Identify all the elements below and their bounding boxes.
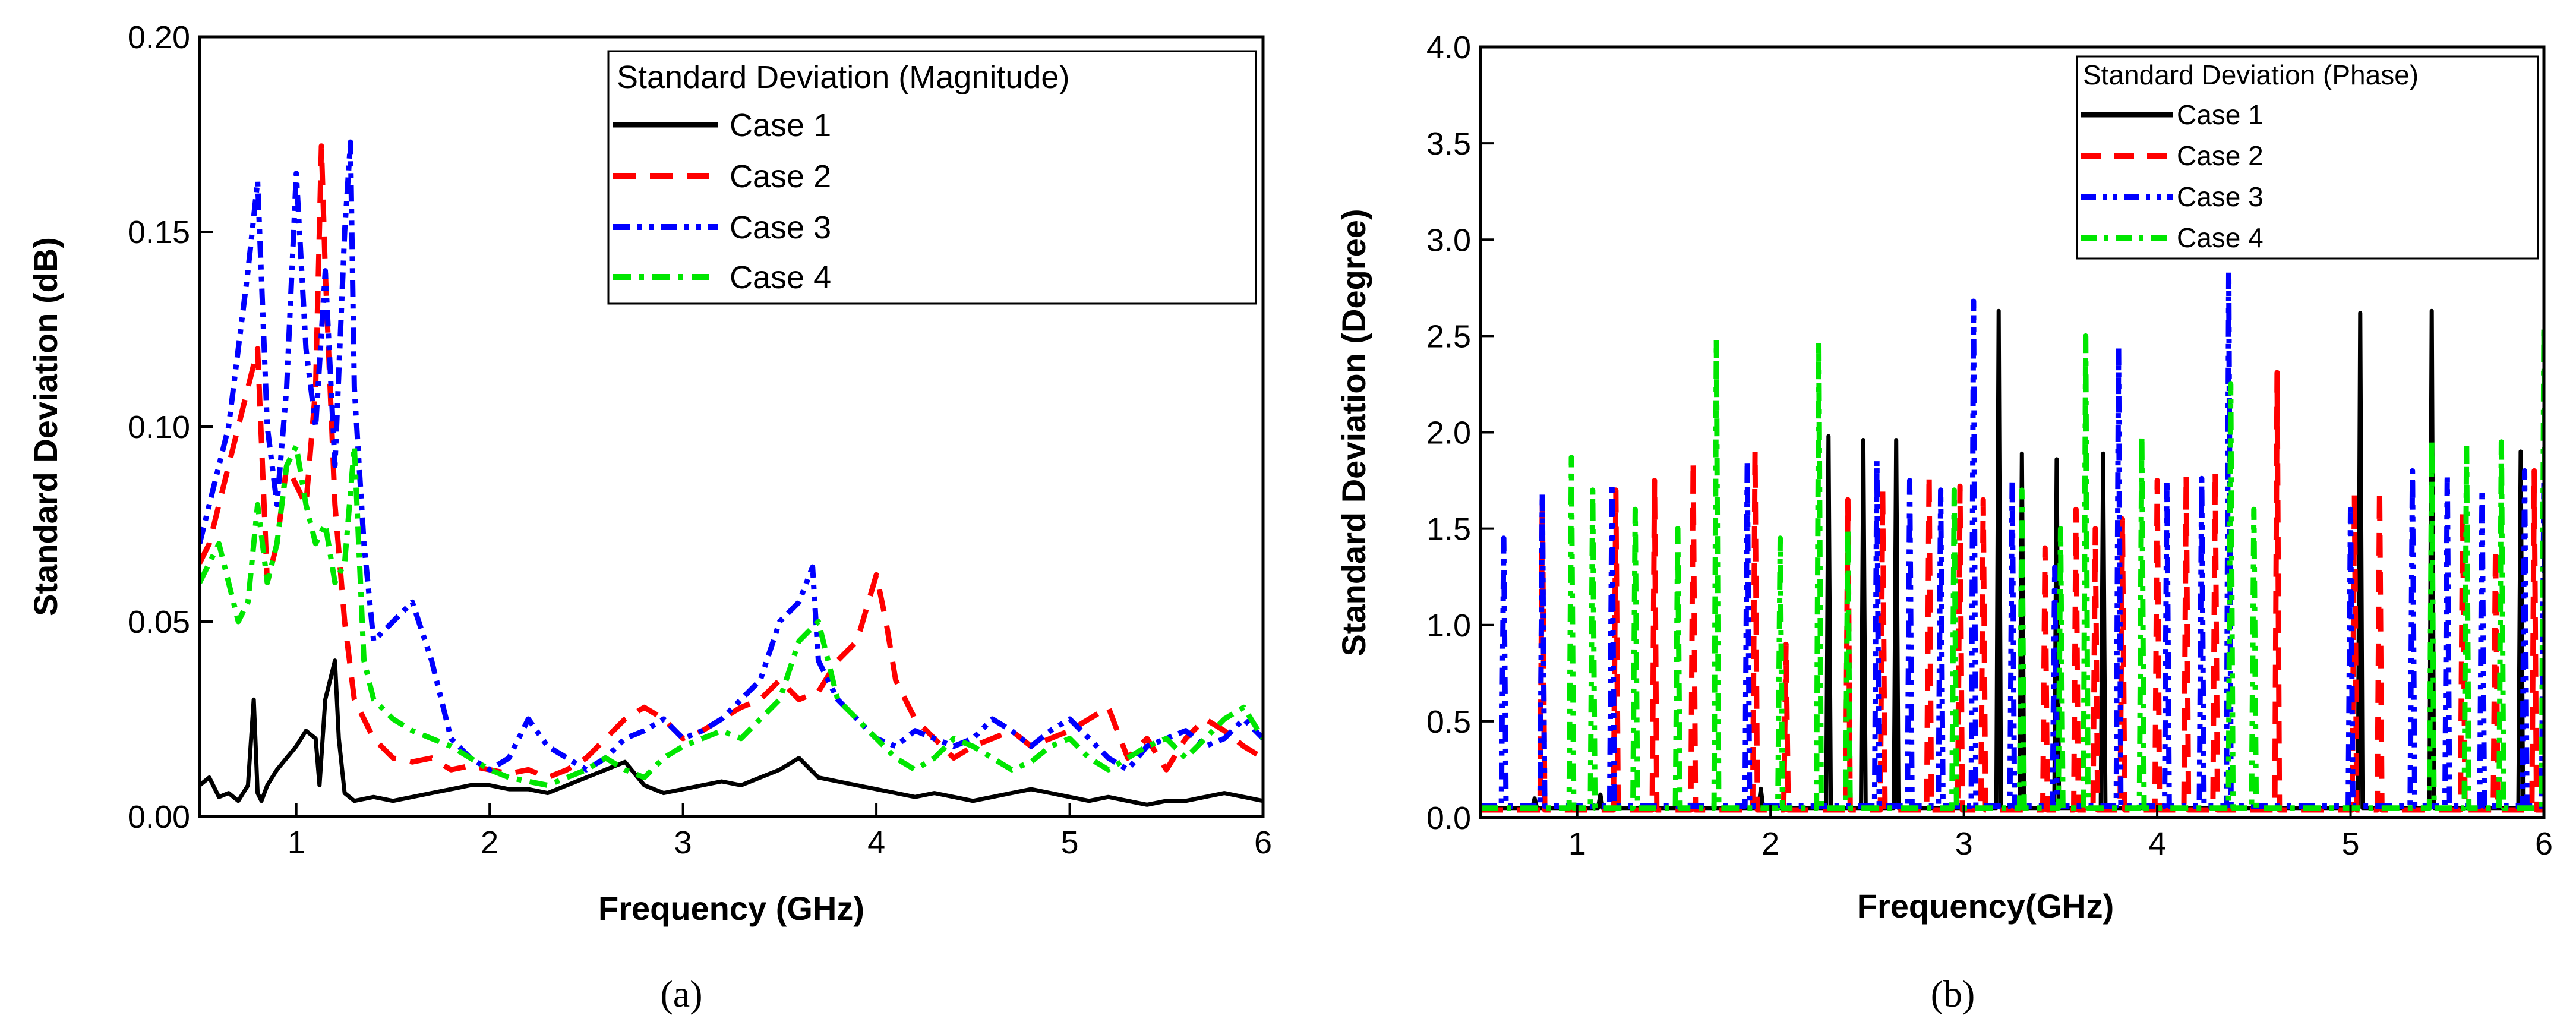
legend-label-case-1-b: Case 1 bbox=[2177, 99, 2264, 130]
series-line-a-case-1 bbox=[200, 658, 1263, 807]
chart-a: 1 2 3 4 5 6 0.00 0.05 0.10 0.15 0.20 Frequency (GH… bbox=[27, 20, 1272, 1015]
x-tick-label-b-1: 2 bbox=[1761, 826, 1779, 862]
legend-label-case-2-a: Case 2 bbox=[730, 159, 831, 194]
series-line-b-case-2 bbox=[1480, 370, 2544, 813]
y-axis-title-a: Standard Deviation (dB) bbox=[27, 237, 64, 616]
y-tick-label-a-1: 0.05 bbox=[128, 604, 190, 640]
y-tick-label-a-2: 0.10 bbox=[128, 409, 190, 445]
y-tick-label-b-1: 0.5 bbox=[1426, 704, 1471, 740]
legend-title-a: Standard Deviation (Magnitude) bbox=[617, 59, 1069, 95]
y-tick-label-b-5: 2.5 bbox=[1426, 319, 1471, 354]
series-layer-a bbox=[200, 139, 1263, 807]
series-layer-b bbox=[1480, 269, 2544, 813]
ticks-a: 1 2 3 4 5 6 0.00 0.05 0.10 0.15 0.20 bbox=[128, 20, 1272, 860]
x-tick-label-b-0: 1 bbox=[1568, 826, 1586, 862]
x-tick-label-b-2: 3 bbox=[1955, 826, 1973, 862]
legend-label-case-3-b: Case 3 bbox=[2177, 181, 2264, 212]
ticks-b: 1 2 3 4 5 6 0.0 0.5 1.0 1.5 2.0 2.5 3.0 3.5 4.0 bbox=[1426, 30, 2553, 862]
legend-label-case-4-a: Case 4 bbox=[730, 260, 831, 295]
y-tick-label-b-2: 1.0 bbox=[1426, 608, 1471, 644]
x-tick-label-a-3: 4 bbox=[867, 825, 885, 860]
series-line-b-case-3 bbox=[1480, 269, 2544, 809]
series-line-a-case-4 bbox=[200, 443, 1263, 788]
x-tick-label-a-0: 1 bbox=[288, 825, 305, 860]
panel-caption-a: (a) bbox=[660, 973, 702, 1015]
x-tick-label-b-3: 4 bbox=[2148, 826, 2166, 862]
y-tick-label-b-8: 4.0 bbox=[1426, 30, 1471, 65]
x-tick-label-b-4: 5 bbox=[2342, 826, 2360, 862]
legend-label-case-1-a: Case 1 bbox=[730, 108, 831, 143]
x-axis-title-b: Frequency(GHz) bbox=[1857, 887, 2114, 925]
chart-b: 1 2 3 4 5 6 0.0 0.5 1.0 1.5 2.0 2.5 3.0 3.5 4.0 Freque… bbox=[1335, 30, 2553, 1015]
x-tick-label-a-5: 6 bbox=[1254, 825, 1272, 860]
y-tick-label-b-7: 3.5 bbox=[1426, 126, 1471, 162]
x-tick-label-a-1: 2 bbox=[481, 825, 498, 860]
series-line-a-case-3 bbox=[200, 139, 1263, 773]
x-axis-title-a: Frequency (GHz) bbox=[598, 890, 864, 927]
x-tick-label-b-5: 6 bbox=[2535, 826, 2553, 862]
legend-a: Standard Deviation (Magnitude) Case 1 Ca… bbox=[607, 50, 1257, 305]
legend-label-case-3-a: Case 3 bbox=[730, 210, 831, 245]
series-line-a-case-2 bbox=[200, 143, 1263, 780]
y-tick-label-a-0: 0.00 bbox=[128, 799, 190, 835]
y-tick-label-b-4: 2.0 bbox=[1426, 415, 1471, 451]
panel-caption-b: (b) bbox=[1931, 973, 1975, 1015]
legend-box-a bbox=[607, 50, 1257, 305]
y-tick-label-b-6: 3.0 bbox=[1426, 222, 1471, 258]
x-tick-label-a-4: 5 bbox=[1061, 825, 1079, 860]
legend-label-case-4-b: Case 4 bbox=[2177, 222, 2264, 253]
x-tick-label-a-2: 3 bbox=[674, 825, 692, 860]
series-line-b-case-4 bbox=[1480, 323, 2544, 811]
y-tick-label-b-0: 0.0 bbox=[1426, 800, 1471, 836]
y-tick-label-a-4: 0.20 bbox=[128, 20, 190, 55]
y-axis-title-b: Standard Deviation (Degree) bbox=[1335, 209, 1372, 656]
y-tick-label-b-3: 1.5 bbox=[1426, 512, 1471, 547]
legend-b: Standard Deviation (Phase) Case 1 Case 2… bbox=[2076, 55, 2539, 260]
legend-title-b: Standard Deviation (Phase) bbox=[2083, 59, 2419, 90]
y-tick-label-a-3: 0.15 bbox=[128, 215, 190, 250]
legend-label-case-2-b: Case 2 bbox=[2177, 140, 2264, 171]
